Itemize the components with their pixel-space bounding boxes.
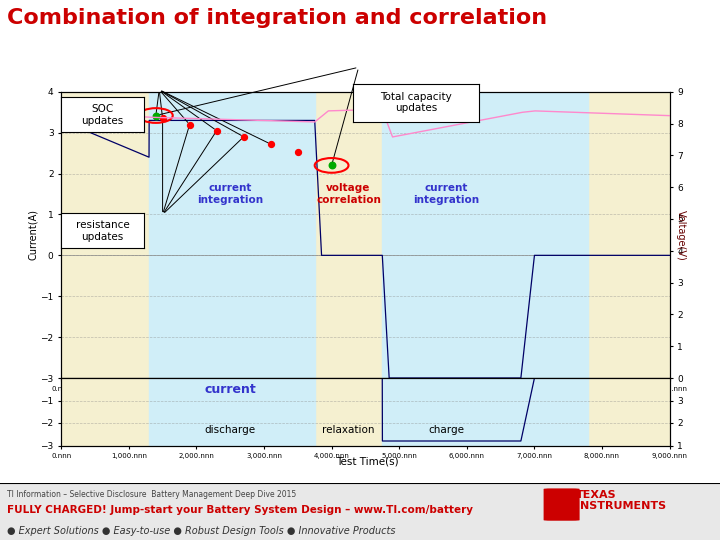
Point — [211, 126, 222, 135]
Text: Total capacity
updates: Total capacity updates — [380, 92, 451, 113]
Text: current: current — [204, 383, 256, 396]
Bar — [382, 92, 534, 378]
Text: discharge: discharge — [204, 425, 256, 435]
Text: resistance
updates: resistance updates — [76, 220, 130, 242]
Text: FULLY CHARGED! Jump-start your Battery System Design – www.TI.com/battery: FULLY CHARGED! Jump-start your Battery S… — [7, 505, 473, 515]
Text: TEXAS
INSTRUMENTS: TEXAS INSTRUMENTS — [576, 489, 666, 511]
Text: current
integration: current integration — [197, 183, 264, 205]
Text: relaxation: relaxation — [323, 425, 374, 435]
Text: voltage
correlation: voltage correlation — [316, 183, 381, 205]
Text: ● Expert Solutions ● Easy-to-use ● Robust Design Tools ● Innovative Products: ● Expert Solutions ● Easy-to-use ● Robus… — [7, 526, 396, 536]
Bar — [382, 378, 534, 446]
Text: SOC
updates: SOC updates — [81, 104, 124, 126]
Text: Test Time(s): Test Time(s) — [336, 456, 398, 467]
Bar — [149, 92, 315, 378]
Bar — [149, 378, 315, 446]
Point — [326, 161, 338, 170]
Bar — [534, 378, 588, 446]
Point — [265, 140, 276, 149]
FancyBboxPatch shape — [544, 488, 580, 521]
Point — [157, 114, 168, 123]
Text: TI Information – Selective Disclosure  Battery Management Deep Dive 2015: TI Information – Selective Disclosure Ba… — [7, 490, 297, 499]
Point — [184, 120, 195, 129]
Text: Combination of integration and correlation: Combination of integration and correlati… — [7, 8, 547, 28]
Y-axis label: Current(A): Current(A) — [27, 210, 37, 260]
Point — [292, 148, 304, 157]
Point — [150, 111, 161, 120]
Text: charge: charge — [428, 425, 464, 435]
Point — [238, 132, 249, 141]
Y-axis label: Voltage(V): Voltage(V) — [676, 210, 685, 260]
Text: current
integration: current integration — [413, 183, 480, 205]
Bar — [534, 92, 588, 378]
